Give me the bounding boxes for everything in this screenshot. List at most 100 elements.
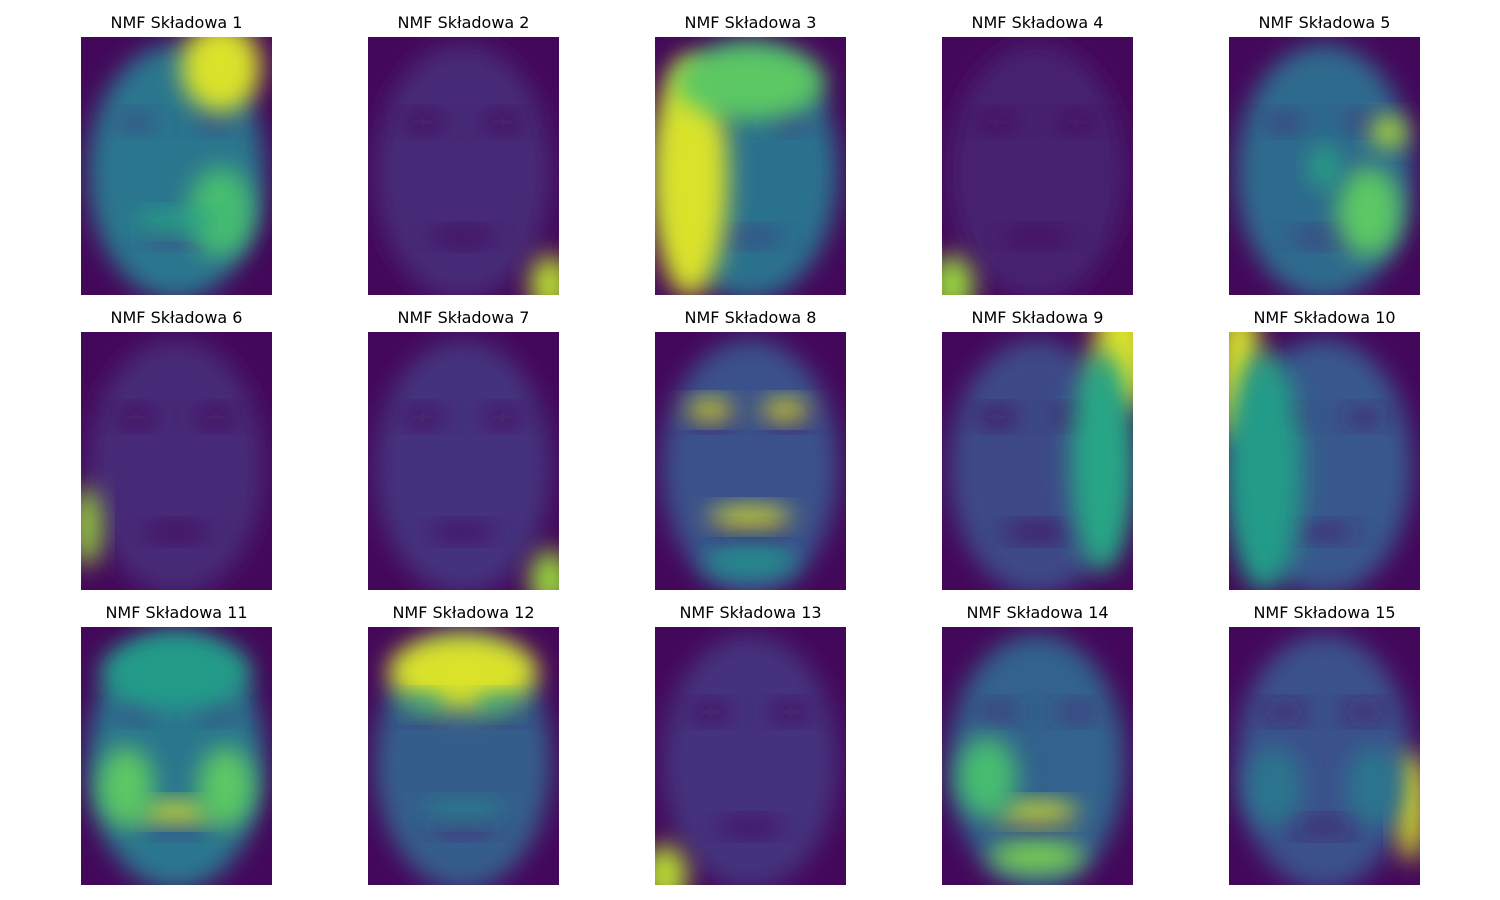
heatmap-hotspot [98, 747, 154, 827]
heatmap-face-region [88, 339, 264, 590]
heatmap-feature-shadow [194, 703, 238, 721]
panel-title: NMF Składowa 8 [684, 308, 817, 327]
heatmap-face-region [949, 634, 1125, 885]
heatmap-feature-shadow [715, 229, 785, 245]
panel-title: NMF Składowa 15 [1253, 603, 1396, 622]
heatmap-feature-shadow [428, 229, 498, 245]
heatmap-hotspot [686, 400, 734, 420]
heatmap-hotspot [101, 634, 251, 710]
panel-title: NMF Składowa 7 [397, 308, 530, 327]
component-heatmap [942, 37, 1133, 295]
heatmap-feature-shadow [975, 113, 1019, 131]
heatmap-hotspot [181, 37, 261, 112]
heatmap-feature-shadow [194, 113, 238, 131]
panel-title: NMF Składowa 6 [110, 308, 243, 327]
heatmap-feature-shadow [114, 113, 158, 131]
heatmap-feature-shadow [1002, 819, 1072, 835]
component-image [655, 37, 846, 295]
component-heatmap [1229, 627, 1420, 885]
heatmap-hotspot [81, 487, 101, 567]
heatmap-hotspot [1397, 752, 1420, 862]
heatmap-feature-shadow [1055, 113, 1099, 131]
panel-title: NMF Składowa 4 [971, 13, 1104, 32]
panel-title: NMF Składowa 1 [110, 13, 243, 32]
heatmap-hotspot [530, 255, 559, 295]
component-heatmap [942, 627, 1133, 885]
panel-title: NMF Składowa 5 [1258, 13, 1391, 32]
heatmap-hotspot [1070, 352, 1133, 572]
heatmap-hotspot [388, 634, 538, 710]
component-image [1229, 37, 1420, 295]
heatmap-feature-shadow [114, 408, 158, 426]
heatmap-feature-shadow [1055, 703, 1099, 721]
heatmap-face-region [375, 339, 551, 590]
component-heatmap [368, 627, 559, 885]
heatmap-feature-shadow [975, 703, 1019, 721]
component-heatmap [655, 37, 846, 295]
heatmap-feature-shadow [1342, 408, 1386, 426]
panel-title: NMF Składowa 11 [105, 603, 248, 622]
heatmap-feature-shadow [1262, 113, 1306, 131]
panel-title: NMF Składowa 9 [971, 308, 1104, 327]
heatmap-hotspot [1246, 747, 1302, 827]
heatmap-hotspot [1371, 117, 1407, 147]
heatmap-feature-shadow [975, 408, 1019, 426]
heatmap-hotspot [399, 695, 447, 715]
heatmap-hotspot [421, 802, 505, 822]
heatmap-hotspot [675, 44, 825, 120]
component-heatmap [81, 627, 272, 885]
heatmap-feature-shadow [141, 819, 211, 835]
heatmap-hotspot [655, 57, 728, 295]
heatmap-hotspot [134, 212, 218, 232]
heatmap-feature-shadow [114, 703, 158, 721]
component-heatmap [655, 627, 846, 885]
heatmap-feature-shadow [715, 819, 785, 835]
heatmap-hotspot [1310, 145, 1338, 189]
component-heatmap [655, 332, 846, 590]
component-image [368, 37, 559, 295]
heatmap-hotspot [1346, 747, 1402, 827]
heatmap-hotspot [708, 507, 792, 527]
heatmap-feature-shadow [194, 408, 238, 426]
heatmap-feature-shadow [1002, 229, 1072, 245]
panel-title: NMF Składowa 2 [397, 13, 530, 32]
component-image [942, 627, 1133, 885]
component-image [655, 332, 846, 590]
heatmap-hotspot [1337, 167, 1401, 257]
heatmap-hotspot [134, 802, 218, 822]
panel-title: NMF Składowa 13 [679, 603, 822, 622]
component-heatmap [81, 332, 272, 590]
heatmap-feature-shadow [141, 524, 211, 540]
component-image [368, 332, 559, 590]
heatmap-hotspot [474, 695, 522, 715]
heatmap-face-region [949, 44, 1125, 295]
component-image [368, 627, 559, 885]
heatmap-hotspot [198, 747, 254, 827]
heatmap-feature-shadow [1002, 524, 1072, 540]
component-image [81, 627, 272, 885]
heatmap-feature-shadow [481, 113, 525, 131]
heatmap-hotspot [530, 550, 559, 590]
heatmap-face-region [375, 44, 551, 295]
component-heatmap [368, 37, 559, 295]
heatmap-hotspot [702, 546, 798, 578]
component-heatmap [1229, 332, 1420, 590]
component-heatmap [81, 37, 272, 295]
heatmap-hotspot [942, 255, 974, 295]
heatmap-feature-shadow [1342, 703, 1386, 721]
component-image [655, 627, 846, 885]
component-image [942, 37, 1133, 295]
panel-title: NMF Składowa 14 [966, 603, 1109, 622]
heatmap-feature-shadow [715, 524, 785, 540]
component-image [1229, 332, 1420, 590]
heatmap-feature-shadow [688, 703, 732, 721]
heatmap-face-region [662, 634, 838, 885]
heatmap-feature-shadow [768, 113, 812, 131]
heatmap-hotspot [957, 737, 1017, 817]
component-image [942, 332, 1133, 590]
component-image [81, 37, 272, 295]
heatmap-hotspot [761, 400, 809, 420]
heatmap-feature-shadow [768, 703, 812, 721]
heatmap-feature-shadow [1289, 524, 1359, 540]
panel-title: NMF Składowa 12 [392, 603, 535, 622]
